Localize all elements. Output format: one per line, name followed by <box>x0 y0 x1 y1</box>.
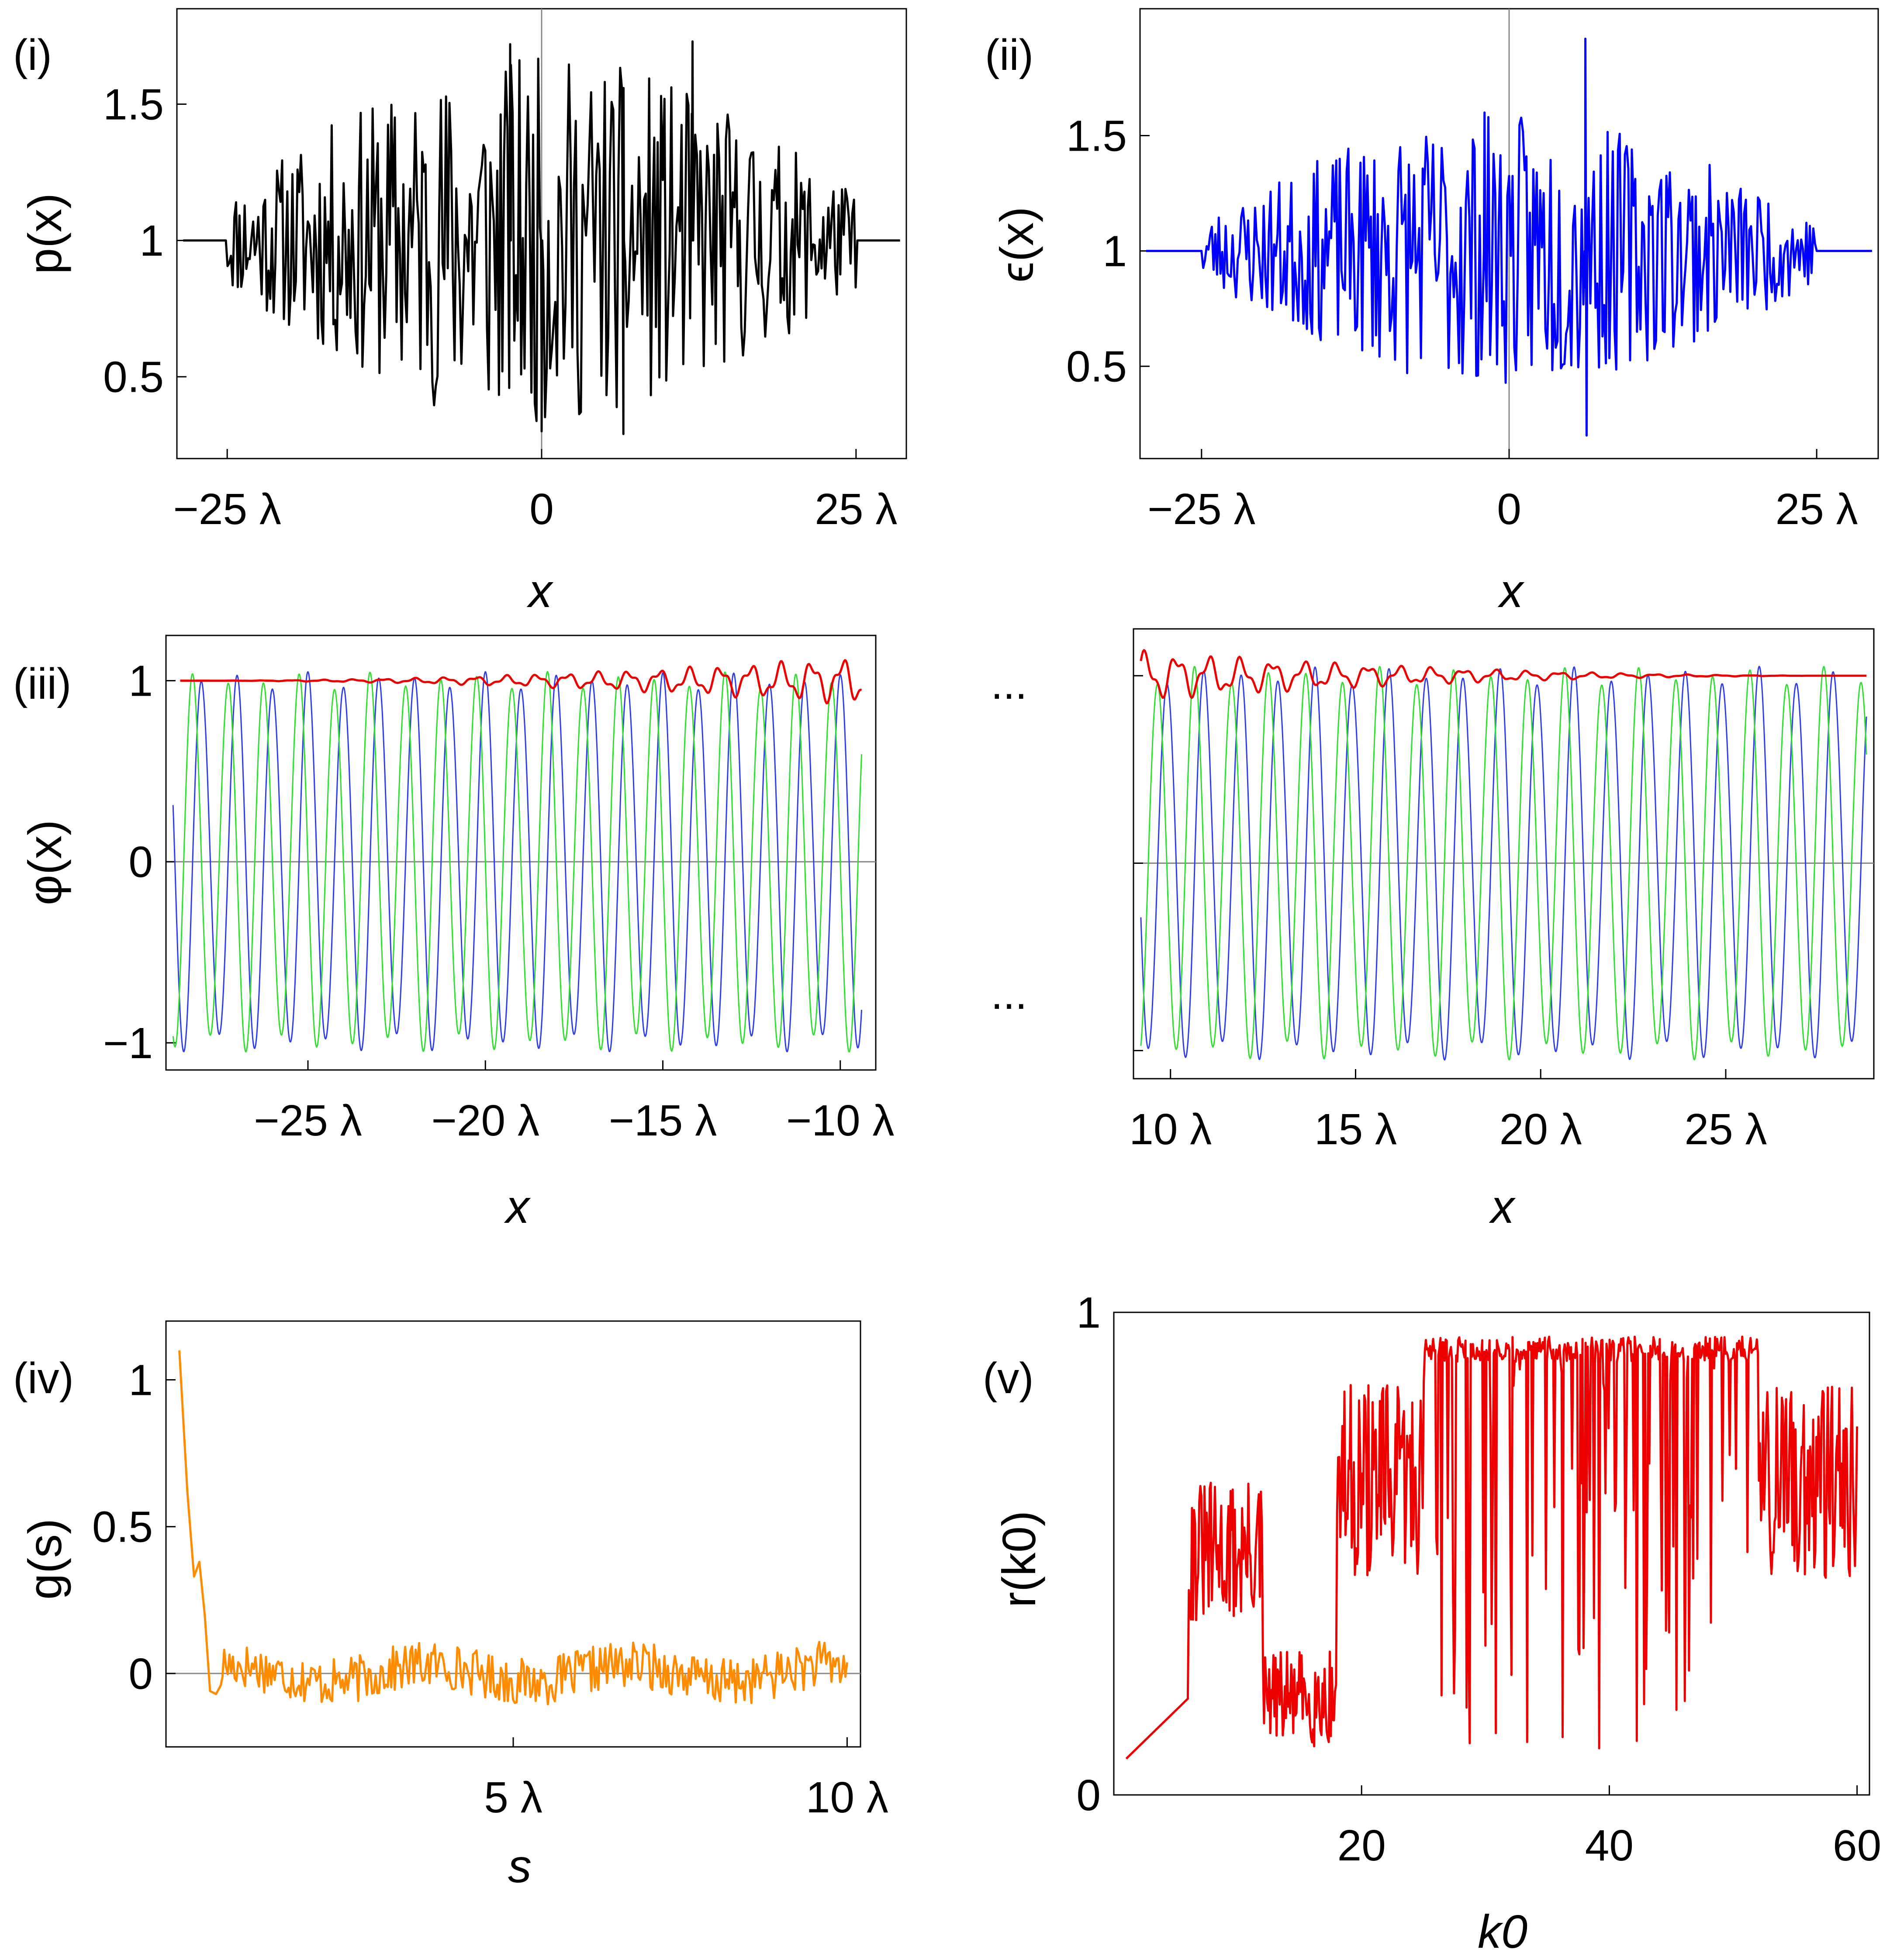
x-axis-title-v: k0 <box>1478 1905 1527 1958</box>
panel-label-iii: (iii) <box>13 659 71 708</box>
x-tick-label: 25 λ <box>1684 1105 1767 1154</box>
plot-v: 20 40 60 0 1 <box>1076 1288 1881 1870</box>
svg-text:r(k0): r(k0) <box>992 1511 1045 1608</box>
x-tick-label: 20 λ <box>1499 1105 1582 1154</box>
plot-i: −25 λ 0 25 λ 0.5 1 1.5 <box>103 8 907 534</box>
panel-label-i: (i) <box>13 31 52 79</box>
series-line <box>1146 38 1872 437</box>
x-tick-label: −20 λ <box>432 1096 539 1145</box>
x-axis-title-ii: x <box>1497 564 1525 617</box>
series-line <box>1140 666 1867 1061</box>
y-tick-label: 1 <box>139 217 164 266</box>
panel-label-iv: (iv) <box>13 1354 74 1403</box>
panel-i: (i) p(x) x <box>13 31 554 617</box>
plot-iii-right: 10 λ 15 λ 20 λ 25 λ <box>1129 628 1875 1154</box>
x-axis-title-iii-left: x <box>504 1180 531 1233</box>
series-line <box>183 40 900 435</box>
y-tick-label: 1.5 <box>1066 112 1127 161</box>
x-tick-label: −25 λ <box>173 485 281 534</box>
plot-iii-left: −25 λ −20 λ −15 λ −10 λ −1 0 1 <box>103 635 894 1145</box>
y-tick-label: 0 <box>128 838 153 887</box>
series-line <box>178 1350 848 1705</box>
panel-ii: (ii) ϵ(x) x <box>985 31 1525 617</box>
y-tick-label: 1 <box>128 1356 153 1404</box>
y-tick-label: 0.5 <box>1066 342 1127 391</box>
y-axis-title-v: r(k0) <box>992 1511 1045 1608</box>
x-tick-label: 25 λ <box>815 485 897 534</box>
x-tick-label: 0 <box>1497 485 1521 534</box>
y-axis-title-iii: φ(x) <box>18 820 71 905</box>
x-tick-label: 10 λ <box>806 1773 888 1822</box>
x-tick-label: −25 λ <box>1147 485 1255 534</box>
x-tick-label: 25 λ <box>1776 485 1858 534</box>
x-axis-title-v-text: k0 <box>1478 1905 1527 1958</box>
x-axis-title-i: x <box>526 564 554 617</box>
series-line <box>172 671 862 1052</box>
panel-iv: (iv) g(s) s <box>13 1354 532 1892</box>
x-tick-label: 5 λ <box>484 1773 542 1822</box>
svg-text:k0: k0 <box>1478 1905 1527 1958</box>
x-tick-label: 15 λ <box>1314 1105 1397 1154</box>
y-axis-title-iv: g(s) <box>18 1518 71 1600</box>
x-tick-label: 20 <box>1337 1821 1386 1870</box>
panel-iii-right: x <box>1489 1180 1516 1233</box>
y-tick-label: 1 <box>1076 1288 1101 1337</box>
panel-iii-left: (iii) φ(x) x <box>13 659 531 1233</box>
y-tick-label: −1 <box>103 1019 153 1068</box>
x-tick-label: 40 <box>1585 1821 1634 1870</box>
ellipsis-top: ... <box>991 659 1027 708</box>
x-axis-title-iii-right: x <box>1489 1180 1516 1233</box>
series-line <box>1140 666 1867 1061</box>
x-tick-label: −15 λ <box>609 1096 717 1145</box>
y-tick-label: 1 <box>1102 227 1127 276</box>
y-tick-label: 0 <box>1076 1771 1101 1820</box>
ellipsis-bottom: ... <box>991 970 1027 1018</box>
panel-label-ii: (ii) <box>985 31 1033 79</box>
panel-v: (v) r(k0) k0 <box>983 1354 1527 1958</box>
y-tick-label: 0.5 <box>103 353 164 402</box>
plot-frame <box>1113 1311 1870 1796</box>
y-tick-label: 0 <box>128 1649 153 1698</box>
plot-frame <box>1133 628 1875 1080</box>
x-tick-label: 60 <box>1833 1821 1881 1870</box>
series-line <box>1125 1335 1859 1760</box>
y-tick-label: 1.5 <box>103 80 164 129</box>
plot-iv: 5 λ 10 λ 0 0.5 1 <box>92 1320 888 1822</box>
x-axis-title-iv: s <box>508 1839 532 1892</box>
y-axis-title-ii: ϵ(x) <box>990 207 1043 283</box>
y-axis-title-v-text: r(k0) <box>992 1511 1045 1608</box>
y-axis-title-i: p(x) <box>18 193 71 274</box>
panel-label-v: (v) <box>983 1354 1034 1403</box>
x-tick-label: 0 <box>529 485 554 534</box>
series-line <box>1140 649 1867 699</box>
plot-frame <box>165 635 877 1071</box>
series-line <box>180 659 862 704</box>
plot-ii: −25 λ 0 25 λ 0.5 1 1.5 <box>1066 8 1879 534</box>
x-tick-label: −25 λ <box>254 1096 362 1145</box>
x-tick-label: −10 λ <box>786 1096 894 1145</box>
x-tick-label: 10 λ <box>1129 1105 1212 1154</box>
y-tick-label: 1 <box>128 657 153 706</box>
y-tick-label: 0.5 <box>92 1503 153 1552</box>
